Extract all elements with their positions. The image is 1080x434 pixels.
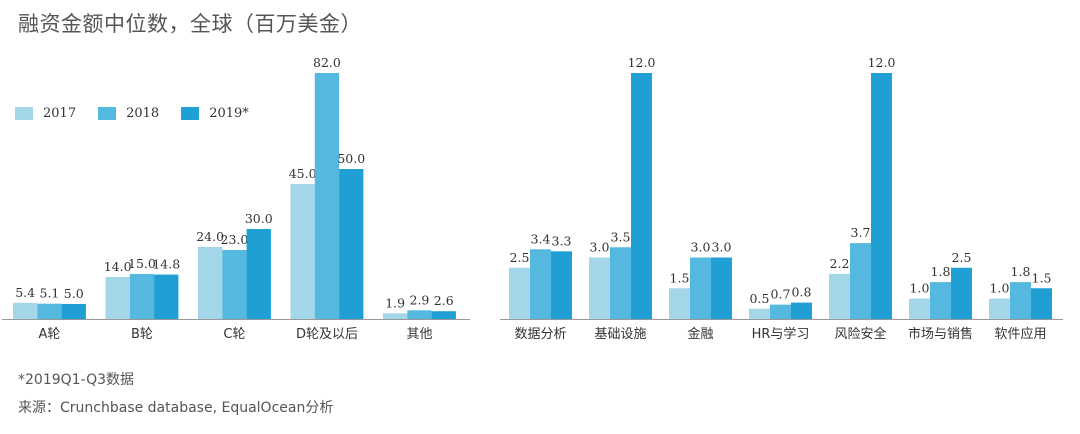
value-label-right-4-2: 12.0 [868, 55, 896, 70]
value-label-left-0-0: 5.4 [15, 285, 35, 300]
value-label-right-5-2: 2.5 [952, 250, 972, 265]
value-label-left-1-2: 14.8 [152, 257, 180, 272]
bar-right-4-0 [829, 273, 850, 319]
bar-right-2-1 [690, 257, 711, 319]
bar-left-4-0 [383, 313, 408, 319]
bar-right-5-0 [909, 298, 930, 319]
category-label-left-4: 其他 [406, 327, 432, 342]
bar-right-6-2 [1031, 288, 1052, 319]
legend-item-2017: 2017 [15, 106, 76, 121]
bar-right-0-2 [551, 251, 572, 319]
legend-item-2019: 2019* [181, 106, 249, 121]
category-label-left-3: D轮及以后 [296, 327, 358, 342]
bar-left-4-1 [407, 310, 432, 319]
bar-left-0-2 [61, 304, 86, 319]
value-label-left-0-2: 5.0 [64, 286, 84, 301]
category-label-right-3: HR与学习 [752, 326, 810, 342]
category-label-right-0: 数据分析 [514, 327, 566, 342]
bar-right-3-2 [791, 302, 812, 319]
legend-item-2018: 2018 [98, 106, 159, 121]
value-label-left-2-0: 24.0 [196, 229, 224, 244]
value-label-left-4-0: 1.9 [385, 295, 405, 310]
bar-left-0-0 [13, 302, 38, 319]
legend-label-2017: 2017 [43, 106, 77, 121]
value-label-right-3-1: 0.7 [771, 287, 791, 302]
category-label-right-4: 风险安全 [834, 326, 886, 342]
bar-left-3-1 [314, 73, 340, 319]
bar-right-1-1 [610, 247, 631, 319]
value-label-right-5-0: 1.0 [910, 281, 930, 296]
value-label-right-0-2: 3.3 [552, 233, 572, 248]
value-label-left-3-1: 82.0 [313, 55, 341, 70]
bar-right-2-2 [711, 257, 732, 319]
value-label-left-1-0: 14.0 [104, 259, 132, 274]
bar-right-1-2 [631, 73, 652, 319]
value-label-right-4-1: 3.7 [851, 225, 871, 240]
bar-left-2-0 [198, 247, 223, 319]
value-label-left-4-2: 2.6 [434, 293, 454, 308]
bar-left-2-1 [222, 250, 247, 319]
bar-left-1-1 [129, 274, 155, 319]
value-label-right-6-0: 1.0 [990, 281, 1010, 296]
bar-left-0-1 [37, 303, 62, 319]
bar-right-0-1 [530, 249, 551, 319]
value-label-right-1-2: 12.0 [628, 55, 656, 70]
value-label-right-0-1: 3.4 [531, 231, 551, 246]
value-label-right-3-0: 0.5 [750, 291, 770, 306]
category-label-left-1: B轮 [131, 327, 153, 342]
bar-right-6-0 [989, 298, 1010, 319]
bar-left-2-2 [246, 229, 271, 319]
chart-title: 融资金额中位数，全球（百万美金） [18, 12, 362, 36]
bar-right-5-2 [951, 267, 972, 319]
category-label-right-2: 金融 [687, 326, 713, 342]
value-label-left-4-1: 2.9 [410, 292, 430, 307]
legend-label-2019: 2019* [209, 106, 249, 121]
legend-swatch-2017 [15, 107, 33, 120]
value-label-right-6-1: 1.8 [1011, 264, 1031, 279]
legend-swatch-2018 [98, 107, 117, 120]
bar-left-4-2 [431, 311, 456, 319]
bar-right-3-1 [770, 304, 791, 319]
bar-right-3-0 [749, 308, 770, 319]
value-label-right-5-1: 1.8 [931, 264, 951, 279]
value-label-left-2-2: 30.0 [245, 211, 273, 226]
value-label-left-1-1: 15.0 [128, 256, 156, 271]
bar-left-1-0 [105, 277, 130, 319]
value-label-right-1-1: 3.5 [611, 229, 631, 244]
bar-right-2-0 [669, 288, 690, 319]
value-label-left-2-1: 23.0 [221, 232, 249, 247]
bar-right-4-2 [871, 73, 892, 319]
value-label-left-0-1: 5.1 [40, 286, 60, 301]
category-label-left-0: A轮 [38, 327, 60, 342]
category-label-right-6: 软件应用 [994, 326, 1046, 342]
value-label-right-6-2: 1.5 [1032, 270, 1052, 285]
bar-right-5-1 [930, 282, 951, 319]
value-label-right-2-2: 3.0 [712, 240, 732, 255]
value-label-right-2-0: 1.5 [670, 270, 690, 285]
value-label-right-4-0: 2.2 [830, 256, 850, 271]
bar-left-1-2 [154, 274, 179, 319]
value-label-left-3-2: 50.0 [337, 151, 365, 166]
category-label-right-5: 市场与销售 [908, 326, 973, 342]
value-label-right-2-1: 3.0 [691, 240, 711, 255]
bar-left-3-2 [339, 169, 364, 319]
bar-right-6-1 [1010, 282, 1031, 319]
value-label-right-0-0: 2.5 [510, 250, 530, 265]
bar-right-1-0 [589, 257, 610, 319]
bar-right-0-0 [509, 267, 530, 319]
bar-left-3-0 [290, 184, 315, 319]
category-label-right-1: 基础设施 [594, 327, 646, 342]
legend: 2017 2018 2019* [15, 106, 271, 121]
legend-label-2018: 2018 [126, 106, 160, 121]
value-label-left-3-0: 45.0 [289, 166, 317, 181]
value-label-right-1-0: 3.0 [590, 240, 610, 255]
footnote-data-period: *2019Q1-Q3数据 [18, 372, 135, 388]
legend-swatch-2019 [181, 107, 200, 120]
footnote-source: 来源：Crunchbase database, EqualOcean分析 [18, 400, 334, 416]
value-label-right-3-2: 0.8 [792, 285, 812, 300]
bar-right-4-1 [850, 243, 871, 319]
category-label-left-2: C轮 [223, 327, 245, 342]
